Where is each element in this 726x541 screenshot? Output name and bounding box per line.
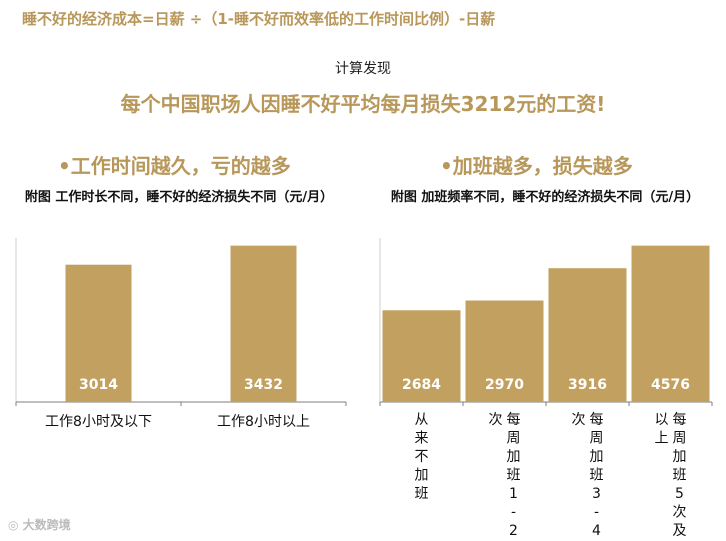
bar-overtime-3: [631, 245, 710, 402]
formula-text: 睡不好的经济成本=日薪 ÷（1-睡不好而效率低的工作时间比例）-日薪: [22, 10, 496, 28]
x-tick-label-hours-1: 工作8小时以上: [217, 414, 310, 430]
data-label-hours-0: 3014: [79, 377, 118, 393]
data-label-overtime-1: 2970: [485, 377, 524, 393]
watermark-logo: ◎ 大数跨境: [8, 518, 71, 532]
data-label-overtime-3: 4576: [651, 377, 690, 393]
section-title-work-hours: •工作时间越久，亏的越多: [58, 154, 291, 178]
x-tick-label-overtime-0: 从来不加班: [415, 412, 429, 502]
watermark-text: 大数跨境: [22, 518, 71, 532]
bar-overtime-2: [548, 268, 627, 402]
bar-overtime-0: [382, 310, 461, 402]
bar-hours-0: [65, 264, 132, 402]
x-tick-label-overtime-3: 每周加班 5 次及以上: [655, 412, 687, 539]
section-title-overtime: •加班越多，损失越多: [440, 154, 633, 178]
headline: 每个中国职场人因睡不好平均每月损失3212元的工资!: [120, 92, 606, 116]
bar-hours-1: [230, 245, 297, 402]
data-label-overtime-2: 3916: [568, 377, 607, 393]
data-label-overtime-0: 2684: [402, 377, 441, 393]
chart-caption-work-hours: 附图 工作时长不同，睡不好的经济损失不同（元/月）: [24, 190, 334, 205]
x-tick-label-overtime-1: 每周加班 1 -2次: [489, 412, 521, 539]
bar-overtime-1: [465, 300, 544, 402]
x-tick-label-overtime-2: 每周加班 3 -4次: [572, 412, 604, 539]
data-label-hours-1: 3432: [244, 377, 283, 393]
chart-caption-overtime: 附图 加班频率不同，睡不好的经济损失不同（元/月）: [390, 190, 700, 205]
findings-label: 计算发现: [335, 61, 391, 77]
x-tick-label-hours-0: 工作8小时及以下: [45, 414, 152, 430]
